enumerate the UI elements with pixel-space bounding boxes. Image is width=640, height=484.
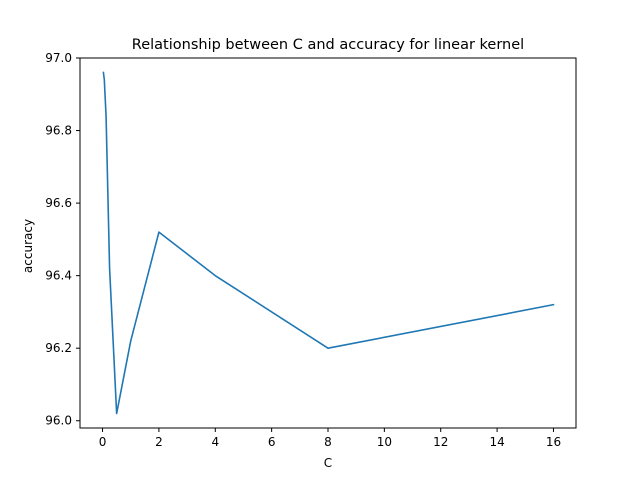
plot-area: 0 2 4 6 8 10 12 14 16 96.0 96.2 96.4 96.6 96.8 97.0 [45, 51, 577, 449]
y-tick-label: 96.8 [45, 124, 72, 138]
x-tick-label: 8 [324, 435, 332, 449]
x-tick-label: 10 [377, 435, 392, 449]
y-tick-label: 96.4 [45, 269, 72, 283]
x-tick-label: 14 [489, 435, 504, 449]
x-tick-label: 2 [155, 435, 163, 449]
x-tick-label: 6 [268, 435, 276, 449]
x-tick-label: 4 [211, 435, 219, 449]
y-axis-label: accuracy [21, 219, 35, 273]
y-tick-label: 96.2 [45, 341, 72, 355]
series-line [102, 71, 555, 415]
y-tick-label: 96.0 [45, 414, 72, 428]
x-tick-label: 12 [433, 435, 448, 449]
x-tick-label: 0 [99, 435, 107, 449]
chart-title: Relationship between C and accuracy for … [132, 37, 524, 53]
x-axis-label: C [324, 456, 332, 470]
x-tick-label: 16 [546, 435, 561, 449]
y-tick-label: 97.0 [45, 51, 72, 65]
y-tick-label: 96.6 [45, 196, 72, 210]
